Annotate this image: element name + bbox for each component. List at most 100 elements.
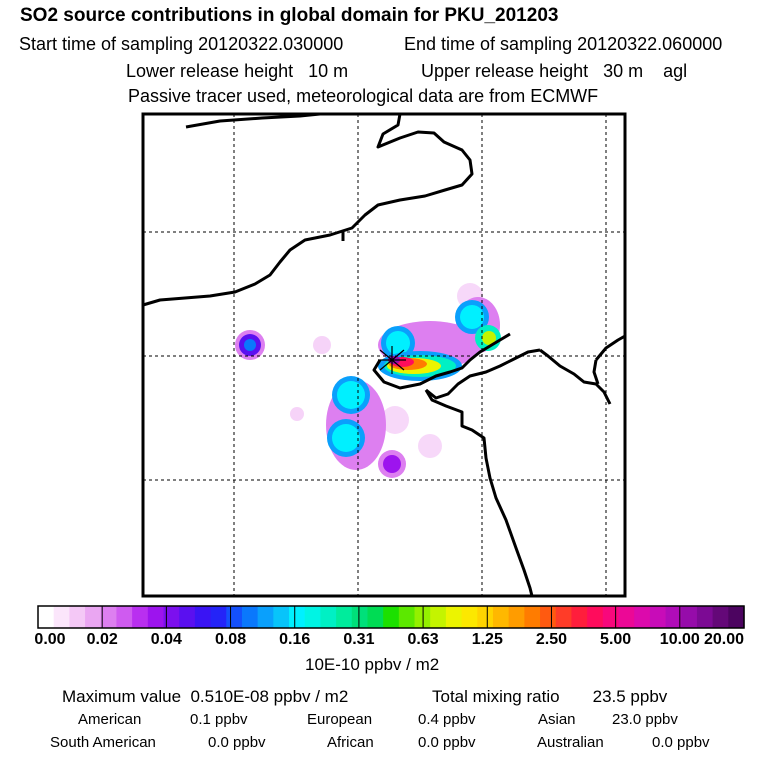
chart-title: SO2 source contributions in global domai…	[20, 5, 559, 26]
colorbar-cell	[508, 606, 525, 628]
colorbar-tick-label: 0.00	[34, 631, 66, 648]
plume-cell	[381, 406, 409, 434]
colorbar-cell	[492, 606, 510, 628]
coastline	[425, 348, 541, 400]
south-american-label: South American	[50, 734, 156, 751]
european-label: European	[307, 711, 373, 728]
colorbar-cell	[304, 606, 321, 628]
colorbar-cell	[461, 606, 478, 628]
colorbar-cell	[634, 606, 651, 628]
colorbar-tick-label: 0.63	[407, 631, 439, 648]
plume-cell	[290, 407, 304, 421]
colorbar-cell	[712, 606, 729, 628]
colorbar-tick-label: 0.31	[343, 631, 375, 648]
colorbar-cell	[226, 606, 243, 628]
colorbar-tick-label: 0.04	[150, 631, 182, 648]
plume-cell	[313, 336, 331, 354]
plume-cell	[418, 434, 442, 458]
plume-cell	[482, 331, 496, 345]
colorbar-cell	[728, 606, 745, 628]
start-time-label: Start time of sampling 20120322.030000	[19, 34, 344, 54]
colorbar-cell	[398, 606, 416, 628]
colorbar-cell	[571, 606, 588, 628]
coastline	[372, 332, 511, 390]
end-time-label: End time of sampling 20120322.060000	[404, 34, 723, 54]
colorbar-units: 10E-10 ppbv / m2	[305, 655, 440, 674]
border-line	[143, 114, 474, 307]
colorbar-cell	[665, 606, 682, 628]
colorbar-cell	[85, 606, 102, 628]
european-value: 0.4 ppbv	[418, 711, 476, 728]
plume-cell	[383, 455, 401, 473]
coastlines	[143, 114, 625, 596]
african-label: African	[327, 734, 374, 751]
south-american-value: 0.0 ppbv	[208, 734, 266, 751]
plume-cell	[244, 339, 256, 351]
colorbar-tick-label: 10.00	[659, 631, 700, 648]
colorbar-cell	[587, 606, 604, 628]
colorbar-cell	[367, 606, 384, 628]
upper-release-label: Upper release height 30 m agl	[421, 61, 688, 81]
colorbar-cell	[555, 606, 573, 628]
colorbar-cell	[602, 606, 620, 628]
total-mixing-ratio-label: Total mixing ratio 23.5 ppbv	[432, 687, 668, 706]
colorbar-cell	[696, 606, 714, 628]
colorbar-tick-label: 5.00	[600, 631, 632, 648]
colorbar-cell	[210, 606, 227, 628]
american-value: 0.1 ppbv	[190, 711, 248, 728]
colorbar-cell	[273, 606, 290, 628]
colorbar-tick-label: 0.08	[214, 631, 247, 648]
colorbar-cell	[649, 606, 667, 628]
colorbar-cell	[194, 606, 212, 628]
colorbar-cell	[163, 606, 180, 628]
border-line	[592, 359, 600, 385]
lat-lon-grid	[143, 114, 625, 596]
colorbar-cell	[524, 606, 541, 628]
map-frame	[141, 112, 627, 598]
coastline	[539, 348, 612, 405]
colorbar-tick-label: 0.02	[86, 631, 118, 648]
american-label: American	[78, 711, 142, 728]
colorbar-frame	[37, 605, 745, 629]
colorbar-cell	[38, 606, 55, 628]
source-marker	[378, 346, 406, 374]
colorbar-cell	[351, 606, 369, 628]
plume-cell	[332, 424, 360, 452]
colorbar-tick-label: 1.25	[471, 631, 503, 648]
asian-label: Asian	[538, 711, 576, 728]
colorbar-cell	[681, 606, 698, 628]
colorbar-cell	[69, 606, 86, 628]
lower-release-label: Lower release height 10 m	[126, 61, 349, 81]
african-value: 0.0 ppbv	[418, 734, 476, 751]
asian-value: 23.0 ppbv	[612, 711, 678, 728]
border-line	[594, 334, 625, 361]
coastline	[424, 389, 534, 596]
colorbar-cell	[132, 606, 149, 628]
max-value-label: Maximum value 0.510E-08 ppbv / m2	[62, 687, 349, 706]
colorbar-cell	[540, 606, 557, 628]
australian-value: 0.0 ppbv	[652, 734, 710, 751]
colorbar-tick-label: 0.16	[279, 631, 311, 648]
colorbar-tick-label: 20.00	[703, 631, 745, 648]
colorbar-cell	[116, 606, 133, 628]
colorbar-cell	[618, 606, 635, 628]
colorbar-cell	[53, 606, 70, 628]
colorbar-cell	[241, 606, 259, 628]
colorbar-cell	[430, 606, 447, 628]
tracer-note: Passive tracer used, meteorological data…	[128, 86, 599, 106]
colorbar-cell	[100, 606, 118, 628]
colorbar-cell	[383, 606, 400, 628]
colorbar-cell	[289, 606, 306, 628]
colorbar-cell	[257, 606, 274, 628]
colorbar-cell	[320, 606, 337, 628]
colorbar-tick-label: 2.50	[535, 631, 568, 648]
colorbar-cell	[477, 606, 494, 628]
colorbar-cell	[445, 606, 463, 628]
colorbar-cell	[179, 606, 196, 628]
plume-cell	[460, 305, 484, 329]
australian-label: Australian	[537, 734, 604, 751]
colorbar-cell	[336, 606, 353, 628]
colorbar-cell	[147, 606, 165, 628]
